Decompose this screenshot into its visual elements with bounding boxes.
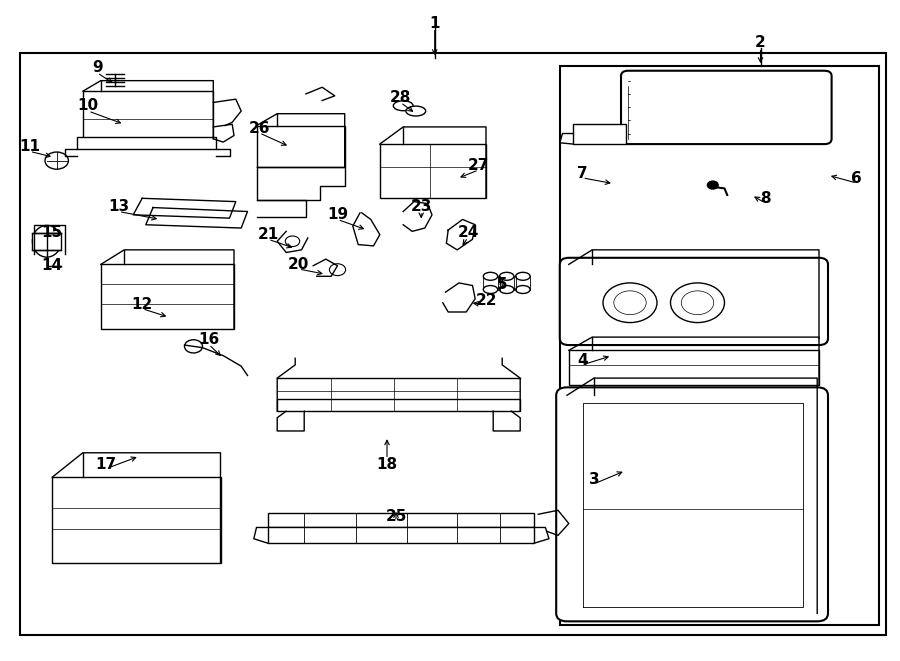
Ellipse shape (516, 286, 530, 293)
Text: 14: 14 (41, 258, 63, 273)
Bar (101, 264, 234, 329)
Bar (380, 144, 486, 198)
Ellipse shape (393, 100, 413, 110)
Bar (52, 477, 221, 563)
Bar (268, 527, 534, 543)
Text: 13: 13 (108, 199, 130, 214)
Text: 12: 12 (131, 297, 153, 311)
FancyBboxPatch shape (621, 71, 832, 144)
Text: 4: 4 (577, 353, 588, 368)
Text: 26: 26 (248, 121, 270, 136)
Circle shape (707, 181, 718, 189)
Text: 20: 20 (288, 257, 310, 272)
Bar (20, 53, 886, 635)
Bar (560, 66, 879, 625)
Bar (268, 513, 534, 527)
Bar (573, 124, 625, 144)
Ellipse shape (500, 272, 514, 280)
Text: 1: 1 (429, 16, 440, 30)
Text: 22: 22 (475, 293, 497, 307)
Text: 3: 3 (589, 472, 599, 486)
FancyBboxPatch shape (556, 387, 828, 621)
FancyBboxPatch shape (560, 258, 828, 345)
Bar (277, 399, 520, 411)
Text: 6: 6 (851, 171, 862, 186)
Ellipse shape (32, 225, 61, 257)
Text: 2: 2 (755, 36, 766, 50)
Text: 25: 25 (385, 510, 407, 524)
Ellipse shape (516, 272, 530, 280)
Text: 23: 23 (410, 199, 432, 214)
Ellipse shape (500, 286, 514, 293)
Text: 8: 8 (760, 191, 770, 206)
Text: 7: 7 (577, 166, 588, 180)
Text: 27: 27 (468, 158, 490, 173)
Text: 17: 17 (95, 457, 117, 471)
Text: 21: 21 (257, 227, 279, 242)
Text: 11: 11 (19, 139, 40, 154)
Text: 18: 18 (376, 457, 398, 471)
Bar (569, 350, 819, 385)
Text: 24: 24 (457, 225, 479, 240)
Ellipse shape (483, 286, 498, 293)
Text: 15: 15 (41, 225, 63, 240)
Ellipse shape (406, 106, 426, 116)
Bar (256, 126, 345, 167)
Bar (32, 233, 61, 250)
Ellipse shape (483, 272, 498, 280)
Text: 5: 5 (497, 277, 508, 292)
Bar (83, 91, 213, 139)
Text: 28: 28 (390, 91, 411, 105)
Bar (76, 137, 216, 149)
Text: 9: 9 (92, 60, 103, 75)
Text: 10: 10 (77, 98, 99, 113)
Text: 19: 19 (327, 208, 348, 222)
Text: 16: 16 (198, 332, 220, 347)
